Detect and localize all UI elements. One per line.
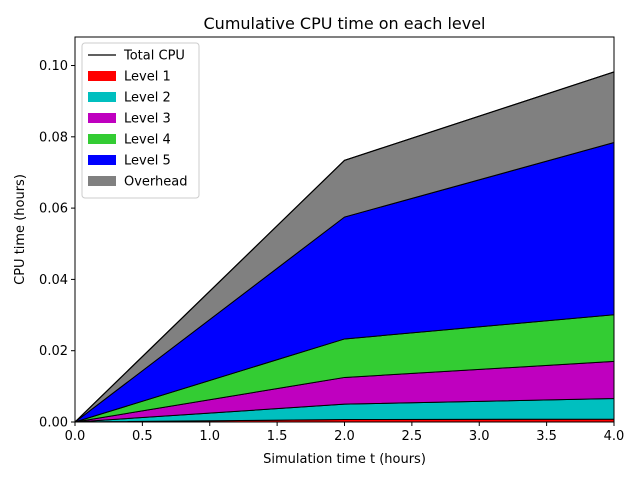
line-layer — [74, 71, 615, 423]
y-tick-label: 0.00 — [39, 416, 68, 431]
legend-label-level-3: Level 3 — [124, 112, 171, 127]
x-tick-label: 4.0 — [604, 429, 625, 444]
legend-label-level-4: Level 4 — [124, 133, 171, 148]
x-tick-label: 2.0 — [334, 429, 355, 444]
x-axis-title: Simulation time t (hours) — [263, 452, 426, 467]
y-tick-label: 0.04 — [39, 273, 68, 288]
y-tick-label: 0.06 — [39, 202, 68, 217]
x-axis: 0.0 0.5 1.0 1.5 2.0 2.5 3.0 3.5 4.0 — [65, 422, 625, 444]
legend-swatch-level-4 — [88, 134, 116, 144]
y-tick-label: 0.10 — [39, 59, 68, 74]
legend: Total CPU Level 1 Level 2 Level 3 Level 4 Lev… — [81, 42, 200, 199]
x-tick-label: 1.0 — [199, 429, 220, 444]
x-tick-label: 0.0 — [65, 429, 86, 444]
line-total-cpu — [74, 71, 615, 423]
x-tick-label: 1.5 — [267, 429, 288, 444]
legend-label-total-cpu: Total CPU — [123, 49, 185, 64]
legend-swatch-level-5 — [88, 155, 116, 165]
y-tick-label: 0.08 — [39, 130, 68, 145]
y-axis-title: CPU time (hours) — [13, 174, 28, 285]
x-tick-label: 3.5 — [536, 429, 557, 444]
x-tick-label: 0.5 — [132, 429, 153, 444]
legend-label-level-1: Level 1 — [124, 70, 171, 85]
x-tick-label: 3.0 — [469, 429, 490, 444]
legend-label-overhead: Overhead — [124, 175, 188, 190]
legend-swatch-level-2 — [88, 92, 116, 102]
legend-label-level-5: Level 5 — [124, 154, 171, 169]
chart-title: Cumulative CPU time on each level — [204, 14, 486, 33]
legend-label-level-2: Level 2 — [124, 91, 171, 106]
legend-swatch-overhead — [88, 176, 116, 186]
legend-swatch-level-1 — [88, 71, 116, 81]
y-axis: 0.00 0.02 0.04 0.06 0.08 0.10 — [39, 59, 75, 431]
x-tick-label: 2.5 — [402, 429, 423, 444]
y-tick-label: 0.02 — [39, 344, 68, 359]
legend-swatch-level-3 — [88, 113, 116, 123]
